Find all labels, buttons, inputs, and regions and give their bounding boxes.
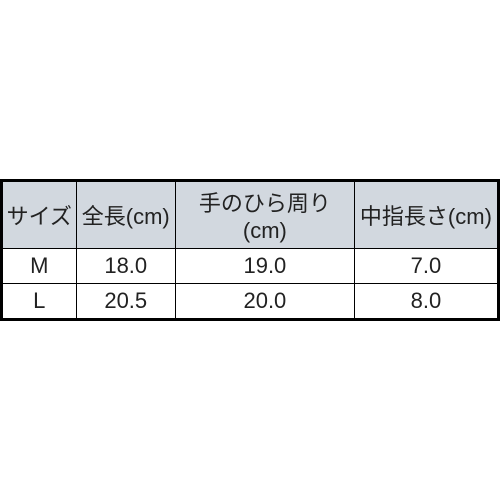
cell-size: L xyxy=(2,284,77,320)
cell-length: 18.0 xyxy=(76,249,175,284)
col-header-size: サイズ xyxy=(2,181,77,249)
cell-size: M xyxy=(2,249,77,284)
size-table: サイズ 全長(cm) 手のひら周り(cm) 中指長さ(cm) M 18.0 19… xyxy=(0,179,500,321)
size-table-container: サイズ 全長(cm) 手のひら周り(cm) 中指長さ(cm) M 18.0 19… xyxy=(0,179,500,321)
col-header-middle: 中指長さ(cm) xyxy=(354,181,498,249)
cell-middle: 7.0 xyxy=(354,249,498,284)
cell-palm: 20.0 xyxy=(175,284,354,320)
table-header-row: サイズ 全長(cm) 手のひら周り(cm) 中指長さ(cm) xyxy=(2,181,499,249)
cell-palm: 19.0 xyxy=(175,249,354,284)
col-header-length: 全長(cm) xyxy=(76,181,175,249)
table-row: L 20.5 20.0 8.0 xyxy=(2,284,499,320)
cell-middle: 8.0 xyxy=(354,284,498,320)
table-row: M 18.0 19.0 7.0 xyxy=(2,249,499,284)
col-header-palm: 手のひら周り(cm) xyxy=(175,181,354,249)
cell-length: 20.5 xyxy=(76,284,175,320)
